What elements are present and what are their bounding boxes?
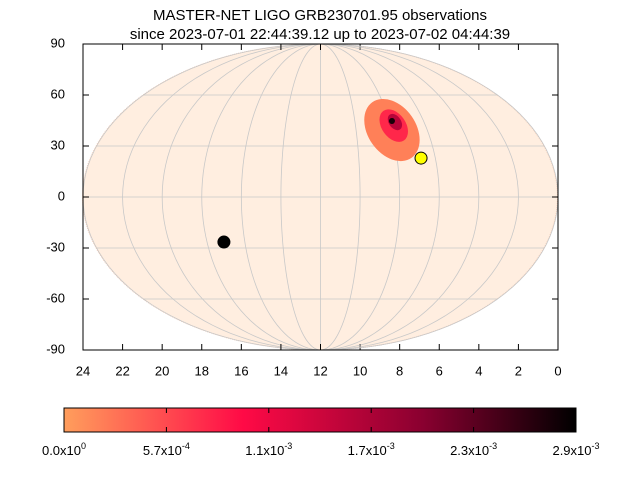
probability-region [388,118,395,125]
tick-mantissa: 0.0x10 [42,443,81,458]
y-tick-label: 0 [58,188,65,203]
colorbar-tick-label: 1.7x10-3 [348,441,395,458]
grid-line [320,43,480,351]
tick-mantissa: 5.7x10 [143,443,182,458]
grid-line [240,43,321,351]
tick-exponent: -3 [592,441,600,451]
x-tick-label: 0 [554,363,561,378]
chart-subtitle: since 2023-07-01 22:44:39.12 up to 2023-… [130,26,510,43]
y-tick-label: -60 [46,290,65,305]
tick-exponent: -4 [182,441,190,451]
grid-line [161,43,321,351]
x-tick-label: 12 [313,363,327,378]
grid-line [320,43,361,351]
grid-line [280,43,321,351]
point [414,151,428,165]
x-tick-label: 22 [115,363,129,378]
tick-mantissa: 1.1x10 [245,443,284,458]
grid-line [201,43,321,351]
colorbar-tick-label: 1.1x10-3 [245,441,292,458]
grid-line [320,43,519,351]
y-tick-label: 90 [51,35,65,50]
x-tick-label: 4 [475,363,482,378]
tick-exponent: 0 [81,441,86,451]
colorbar-tick-label: 5.7x10-4 [143,441,190,458]
colorbar-tick-label: 2.3x10-3 [450,441,497,458]
tick-mantissa: 2.3x10 [450,443,489,458]
colorbar-tick-label: 2.9x10-3 [552,441,599,458]
tick-exponent: -3 [489,441,497,451]
x-tick-label: 14 [274,363,288,378]
x-tick-label: 18 [195,363,209,378]
tick-exponent: -3 [387,441,395,451]
tick-exponent: -3 [284,441,292,451]
x-tick-label: 6 [436,363,443,378]
x-tick-label: 20 [155,363,169,378]
colorbar [63,407,577,433]
grid-line [320,43,440,351]
probability-region [387,113,403,131]
y-tick-label: 30 [51,137,65,152]
y-tick-label: -90 [46,341,65,356]
x-tick-label: 8 [396,363,403,378]
tick-mantissa: 1.7x10 [348,443,387,458]
grid-line [320,43,401,351]
y-tick-label: -30 [46,239,65,254]
y-tick-label: 60 [51,86,65,101]
x-tick-label: 2 [515,363,522,378]
x-tick-label: 16 [234,363,248,378]
tick-mantissa: 2.9x10 [552,443,591,458]
grid-line [122,43,321,351]
x-tick-label: 24 [76,363,90,378]
point [217,235,231,249]
chart-title: MASTER-NET LIGO GRB230701.95 observation… [153,7,487,24]
x-tick-label: 10 [353,363,367,378]
colorbar-tick-label: 0.0x100 [42,441,86,458]
plot-frame [82,43,559,351]
